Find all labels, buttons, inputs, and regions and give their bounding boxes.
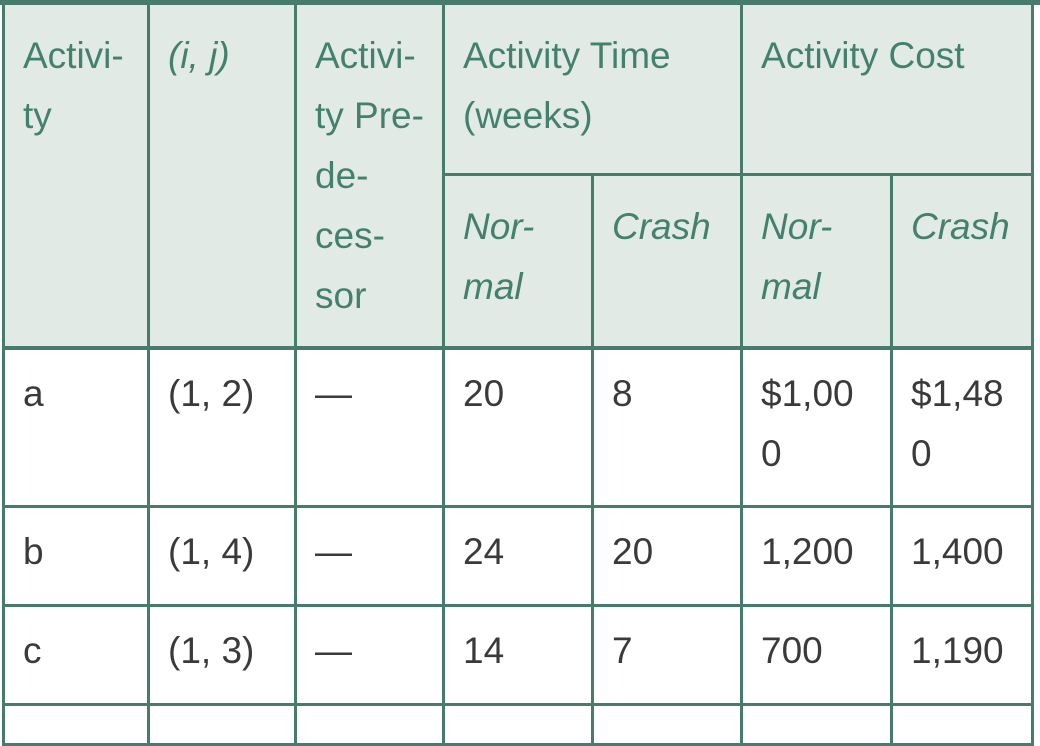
header-row-groups: Activi- ty (i, j) Activi- ty Pre- de- ce…: [2, 5, 1035, 350]
cell-cost-crash: 1,400: [890, 504, 1035, 607]
cell-activity: a: [2, 346, 150, 508]
cell-ij: (1, 4): [147, 504, 297, 607]
col-header-cost-normal: Nor- mal: [740, 172, 894, 350]
cell-empty: [442, 702, 594, 746]
cell-cost-crash: 1,190: [890, 603, 1035, 706]
cell-empty: [590, 702, 744, 746]
cell-activity: b: [2, 504, 150, 607]
cell-predecessor: —: [294, 603, 445, 706]
cell-time-crash: 8: [590, 346, 744, 508]
cell-time-normal: 24: [442, 504, 594, 607]
col-header-activity: Activi- ty: [2, 5, 150, 350]
col-group-activity-time: Activity Time (weeks): [441, 5, 744, 176]
header-row-subcolumns: Nor- mal Crash Nor- mal Crash: [4, 172, 1035, 350]
cell-predecessor: —: [294, 346, 445, 508]
cell-time-normal: 14: [442, 603, 594, 706]
col-header-predecessor: Activi- ty Pre- de- ces- sor: [294, 5, 445, 350]
cell-cost-normal: 1,200: [740, 504, 894, 607]
table-body: a (1, 2) — 20 8 $1,000 $1,480 b (1, 4) —…: [2, 346, 1035, 746]
cell-empty: [890, 702, 1035, 746]
cell-cost-normal: 700: [740, 603, 894, 706]
table-row: b (1, 4) — 24 20 1,200 1,400: [2, 504, 1035, 607]
cell-activity: c: [2, 603, 150, 706]
col-header-cost-crash: Crash: [890, 172, 1035, 350]
cell-ij: (1, 3): [147, 603, 297, 706]
cell-empty: [740, 702, 894, 746]
table-header: Activi- ty (i, j) Activi- ty Pre- de- ce…: [2, 5, 1035, 350]
table-row: a (1, 2) — 20 8 $1,000 $1,480: [2, 346, 1035, 508]
col-header-time-normal: Nor- mal: [442, 172, 594, 350]
cell-empty: [2, 702, 150, 746]
table-row: c (1, 3) — 14 7 700 1,190: [2, 603, 1035, 706]
table-top-rule: [0, 0, 1040, 5]
cell-cost-normal: $1,000: [740, 346, 894, 508]
col-group-activity-cost: Activity Cost: [740, 5, 1035, 176]
cell-cost-crash: $1,480: [890, 346, 1035, 508]
cell-predecessor: —: [294, 504, 445, 607]
col-header-ij: (i, j): [147, 5, 297, 350]
cell-time-crash: 20: [590, 504, 744, 607]
cell-time-crash: 7: [590, 603, 744, 706]
col-header-time-crash: Crash: [590, 172, 744, 350]
activity-time-cost-table: Activi- ty (i, j) Activi- ty Pre- de- ce…: [2, 5, 1035, 746]
cell-empty: [294, 702, 445, 746]
table-row-partial: [2, 702, 1035, 746]
cell-empty: [147, 702, 297, 746]
cell-ij: (1, 2): [147, 346, 297, 508]
cell-time-normal: 20: [442, 346, 594, 508]
